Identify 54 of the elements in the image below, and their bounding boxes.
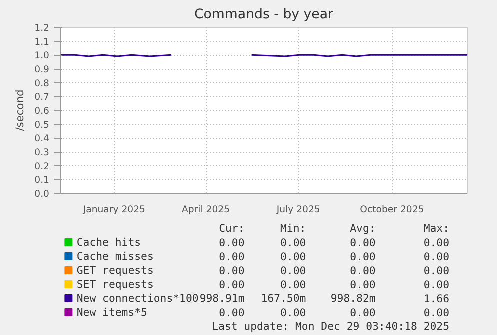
y-tick-label: 0.5 [34, 120, 50, 131]
legend-label: GET requests [76, 264, 154, 277]
y-axis-title: /second [14, 90, 27, 132]
x-tick-label: January 2025 [82, 204, 146, 216]
text: 0.00 [219, 278, 245, 292]
y-tick-label: 0.8 [34, 78, 50, 90]
text: 0.00 [280, 264, 306, 278]
legend-label: SET requests [76, 278, 154, 291]
legend-label: New connections*100 [76, 292, 199, 305]
y-tick-label: 0.0 [34, 189, 50, 200]
y-tick-label: 0.7 [34, 92, 50, 104]
text: 0.00 [424, 264, 450, 278]
y-tick-label: 0.9 [34, 64, 50, 76]
text: Cur: [219, 222, 245, 235]
text: Avg: [350, 222, 376, 235]
text: 998.82m [330, 292, 376, 305]
text: 0.00 [424, 306, 450, 320]
text: Min: [280, 222, 306, 235]
text: 1.66 [424, 292, 450, 306]
text: 0.00 [219, 264, 245, 278]
text: 0.00 [219, 250, 245, 264]
y-tick-label: 0.4 [34, 134, 50, 145]
text: 0.00 [219, 236, 245, 250]
y-tick-label: 0.6 [34, 106, 50, 117]
text: 998.91m [200, 292, 245, 305]
legend-label: New items*5 [76, 306, 148, 319]
text: 0.00 [280, 278, 306, 292]
y-tick-label: 0.1 [34, 175, 50, 186]
text: 0.00 [424, 278, 450, 292]
x-tick-label: April 2025 [182, 204, 230, 216]
text: Last update: Mon Dec 29 03:40:18 2025 [212, 320, 450, 333]
text: 0.00 [350, 306, 376, 320]
text: 0.00 [280, 250, 306, 264]
chart-title: Commands - by year [194, 8, 334, 22]
text: Max: [424, 222, 450, 235]
text: 0.00 [350, 278, 376, 292]
legend-label: Cache misses [76, 250, 154, 263]
y-tick-label: 1.0 [34, 50, 50, 62]
y-tick-label: 1.1 [34, 36, 50, 48]
y-tick-label: 0.3 [34, 148, 50, 158]
x-tick-label: July 2025 [276, 204, 320, 216]
text: 0.00 [350, 264, 376, 278]
x-tick-label: October 2025 [360, 204, 424, 216]
legend-label: Cache hits [76, 236, 142, 249]
text: 0.00 [219, 306, 245, 320]
text: 0.00 [280, 236, 306, 250]
text: 167.50m [261, 292, 306, 305]
y-tick-label: 1.2 [34, 23, 50, 34]
text: 0.00 [280, 306, 306, 320]
text: 0.00 [350, 236, 376, 250]
text: 0.00 [424, 250, 450, 264]
text: 0.00 [350, 250, 376, 264]
y-tick-label: 0.2 [34, 161, 50, 172]
text: 0.00 [424, 236, 450, 250]
